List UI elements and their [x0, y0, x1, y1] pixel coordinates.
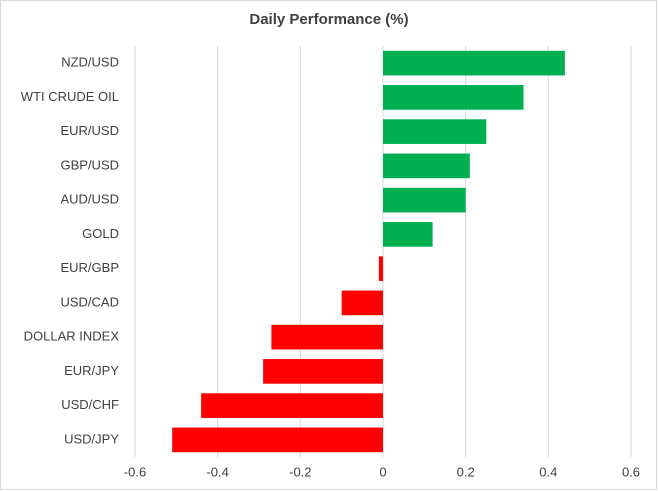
y-tick-label: NZD/USD [61, 55, 119, 70]
x-tick-label: -0.2 [289, 464, 311, 479]
y-tick-label: GBP/USD [60, 157, 119, 172]
y-tick-label: USD/CHF [61, 397, 119, 412]
y-tick-label: USD/CAD [60, 294, 119, 309]
y-tick-label: USD/JPY [64, 431, 119, 446]
chart-title: Daily Performance (%) [249, 11, 408, 28]
bar [383, 187, 466, 213]
bar [383, 222, 433, 247]
bar [378, 256, 383, 281]
y-tick-label: EUR/USD [60, 123, 119, 138]
bar [263, 359, 383, 384]
y-tick-label: WTI CRUDE OIL [21, 89, 119, 104]
bar [271, 324, 383, 350]
x-tick-label: 0.6 [622, 464, 640, 479]
y-tick-label: EUR/GBP [60, 260, 119, 275]
bar [341, 290, 383, 316]
bar [383, 85, 524, 110]
bar [172, 427, 383, 453]
bar [383, 119, 487, 144]
x-tick-label: 0.2 [457, 464, 475, 479]
bar [383, 153, 470, 179]
y-tick-label: AUD/USD [60, 192, 119, 207]
x-tick-label: 0.4 [539, 464, 557, 479]
bar [383, 50, 565, 76]
y-tick-label: DOLLAR INDEX [24, 329, 120, 344]
bar [201, 393, 383, 418]
x-tick-label: -0.6 [124, 464, 146, 479]
y-tick-label: GOLD [82, 226, 119, 241]
y-tick-label: EUR/JPY [64, 363, 119, 378]
x-tick-label: 0 [379, 464, 386, 479]
x-tick-label: -0.4 [206, 464, 228, 479]
